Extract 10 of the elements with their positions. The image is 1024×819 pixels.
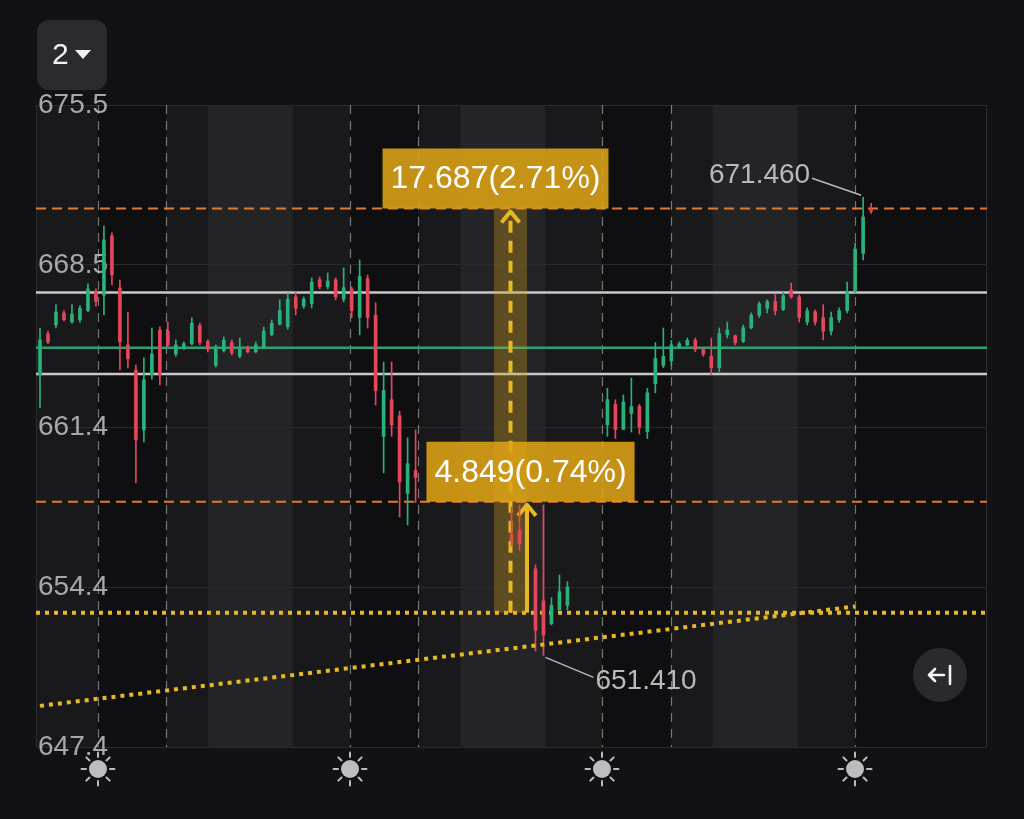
y-tick-label: 654.4 [38, 569, 109, 601]
y-tick-label: 675.5 [38, 87, 109, 119]
annotation: 17.687(2.71%) [390, 159, 601, 196]
y-tick-label: 661.4 [38, 409, 109, 441]
annotation: 671.460 [708, 158, 811, 190]
annotation: 651.410 [595, 664, 697, 696]
candlestick [869, 202, 873, 214]
dropdown-button: 2 [37, 20, 107, 90]
annotation: 4.849(0.74%) [434, 452, 627, 489]
y-tick-label: 647.4 [38, 729, 109, 761]
